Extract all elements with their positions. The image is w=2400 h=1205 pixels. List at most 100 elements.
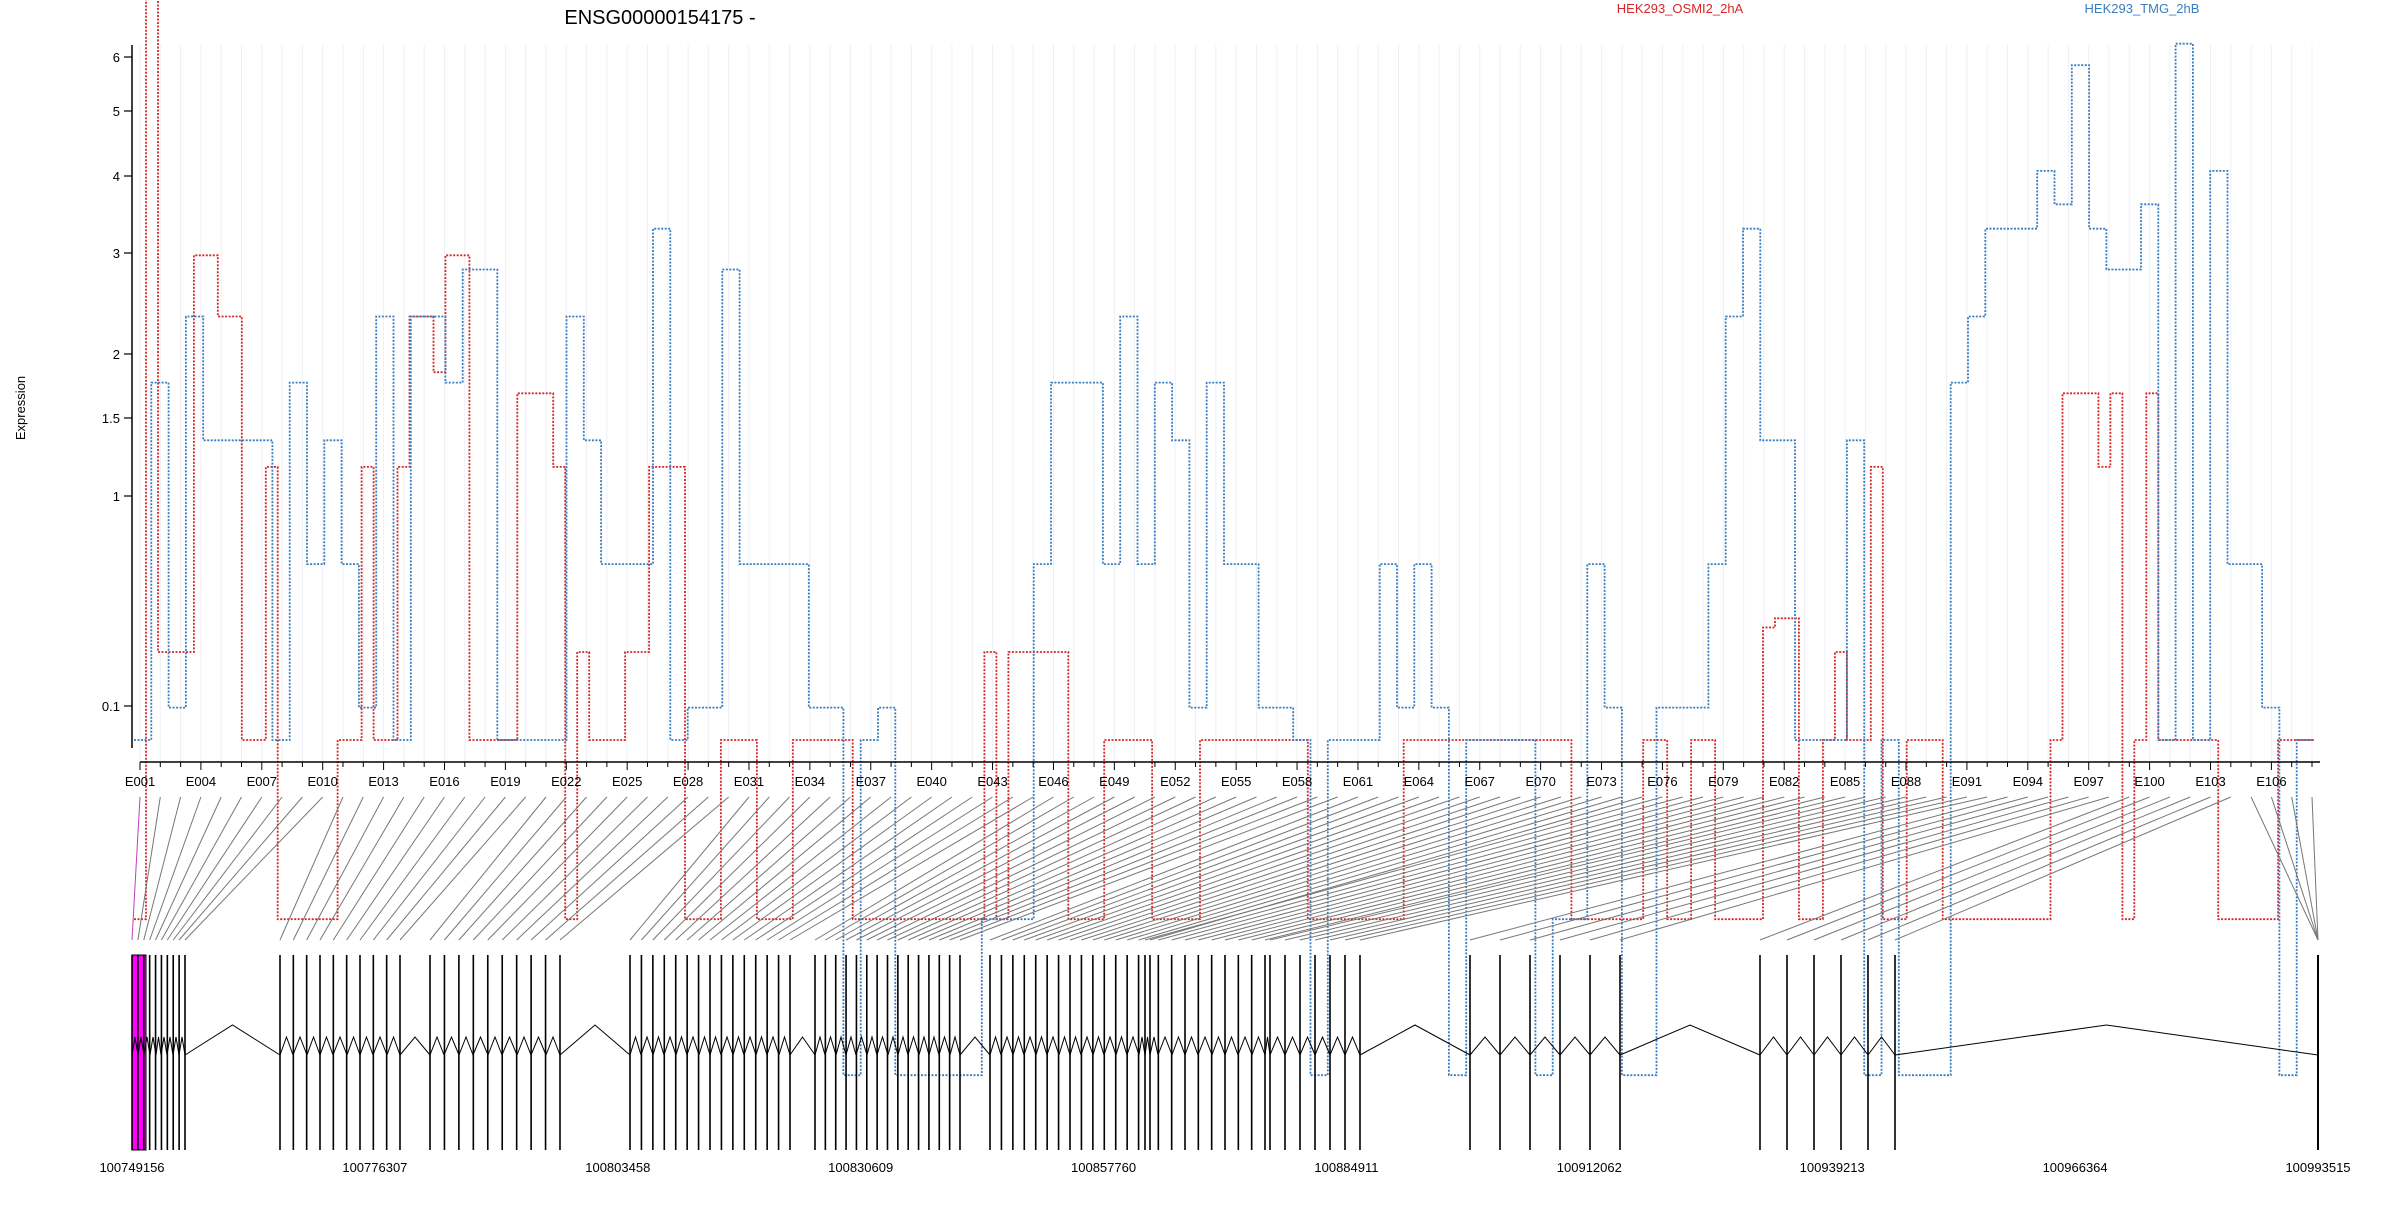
exon-tick-label: E043 — [977, 774, 1007, 789]
exon-connector — [652, 796, 790, 941]
intron-line — [501, 1035, 518, 1056]
exon-connector — [516, 796, 669, 941]
intron-line — [559, 1024, 631, 1056]
exon-tick-label: E064 — [1404, 774, 1434, 789]
intron-line — [835, 1035, 847, 1056]
intron-line — [319, 1035, 334, 1056]
exon-connector — [372, 796, 486, 941]
intron-line — [1092, 1035, 1105, 1056]
intron-line — [1058, 1035, 1071, 1056]
coordinate-label: 100884911 — [1314, 1160, 1378, 1175]
exon-tick-label: E037 — [856, 774, 886, 789]
intron-line — [1269, 1035, 1286, 1056]
exon-connector — [346, 796, 445, 941]
intron-line — [386, 1035, 401, 1056]
exon-connector — [789, 796, 1034, 941]
exon-connector — [835, 796, 1095, 941]
exon-connector — [1024, 796, 1420, 941]
intron-line — [155, 1036, 162, 1056]
exon-connector — [1115, 796, 1582, 941]
intron-line — [949, 1035, 961, 1056]
exon-connector — [487, 796, 628, 941]
exon-tick-label: E058 — [1282, 774, 1312, 789]
series-lines — [134, 0, 2314, 1077]
coordinate-label: 100912062 — [1557, 1160, 1622, 1175]
intron-line — [663, 1035, 677, 1056]
exon-connector — [1046, 796, 1460, 941]
exon-connector — [1001, 796, 1379, 941]
intron-line — [866, 1035, 878, 1056]
exon-connector — [1081, 796, 1521, 941]
exon-tick-label: E097 — [2074, 774, 2104, 789]
exon-tick-label: E094 — [2013, 774, 2043, 789]
exon-connector — [1264, 796, 1846, 941]
intron-line — [989, 1035, 1002, 1056]
exon-connector — [1211, 796, 1765, 941]
intron-line — [346, 1035, 361, 1056]
series-line — [134, 42, 2314, 1077]
intron-line — [1813, 1036, 1842, 1056]
exon-connector — [559, 796, 729, 941]
intron-line — [1589, 1036, 1621, 1056]
exon-tick-label: E004 — [186, 774, 216, 789]
intron-line — [149, 1036, 157, 1056]
intron-line — [755, 1035, 768, 1056]
intron-line — [1144, 1036, 1151, 1056]
exon-tick-label: E103 — [2195, 774, 2225, 789]
intron-line — [1023, 1035, 1037, 1056]
exon-connector — [1894, 796, 2231, 941]
intron-line — [686, 1035, 700, 1056]
intron-line — [789, 1036, 816, 1056]
y-axis: 0.1 1 1.5 2 3 4 5 6 — [102, 45, 133, 748]
exon-tick-label: E013 — [368, 774, 398, 789]
intron-line — [487, 1035, 503, 1056]
exon-connector — [1035, 796, 1440, 941]
intron-line — [1759, 1036, 1788, 1056]
intron-line — [897, 1035, 909, 1056]
exon-connector — [292, 796, 364, 941]
y-tick-label: 3 — [113, 246, 120, 261]
exon-connector — [1058, 796, 1480, 941]
exon-tick-label: E046 — [1038, 774, 1068, 789]
y-tick-label: 2 — [113, 347, 120, 362]
exon-tick-label: E106 — [2256, 774, 2286, 789]
exon-connector — [1104, 796, 1562, 941]
exon-connector — [1069, 796, 1501, 941]
intron-line — [1344, 1035, 1361, 1056]
intron-line — [814, 1035, 826, 1056]
intron-line — [1157, 1035, 1173, 1056]
exon-connector — [1012, 796, 1399, 941]
exon-connector — [399, 796, 527, 941]
exon-connector — [1759, 796, 2130, 941]
intron-line — [184, 1024, 281, 1056]
exon-connector — [545, 796, 709, 941]
exon-connector — [501, 796, 648, 941]
exon-connector — [686, 796, 851, 941]
intron-line — [1840, 1036, 1869, 1056]
intron-line — [429, 1035, 445, 1056]
intron-line — [1126, 1035, 1140, 1056]
intron-line — [1000, 1035, 1014, 1056]
intron-line — [1184, 1035, 1199, 1056]
intron-line — [472, 1035, 489, 1056]
exon-connector — [155, 796, 222, 941]
exon-tick-label: E052 — [1160, 774, 1190, 789]
intron-line — [1046, 1035, 1060, 1056]
chart-title: ENSG00000154175 - — [564, 7, 755, 29]
exon-connector — [766, 796, 993, 941]
y-tick-label: 0.1 — [102, 699, 120, 714]
exon-connector — [306, 796, 385, 941]
exon-connector — [1269, 796, 1866, 941]
intron-line — [675, 1035, 688, 1056]
exon-connector — [918, 796, 1257, 941]
exon-tick-label: E100 — [2134, 774, 2164, 789]
exon-connector — [1559, 796, 2069, 941]
y-axis-label: Expression — [13, 376, 28, 440]
exon-tick-label: E025 — [612, 774, 642, 789]
exon-tick-label: E055 — [1221, 774, 1251, 789]
intron-line — [1786, 1036, 1815, 1056]
exon-connector — [386, 796, 506, 941]
intron-line — [1469, 1036, 1501, 1056]
gene-model — [131, 954, 2319, 1151]
exon-connector — [663, 796, 811, 941]
